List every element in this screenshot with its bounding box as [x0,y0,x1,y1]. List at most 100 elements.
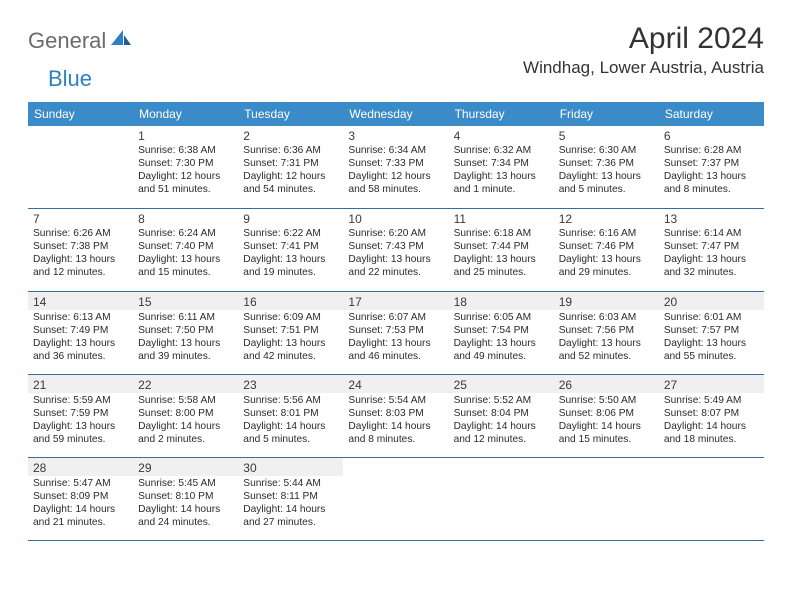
day-number: 15 [133,292,238,310]
day-info: Sunrise: 5:56 AMSunset: 8:01 PMDaylight:… [243,394,339,446]
day-number: 1 [138,129,234,143]
sunrise-text: Sunrise: 5:56 AM [243,394,339,407]
sunrise-text: Sunrise: 5:54 AM [348,394,444,407]
day-number: 20 [659,292,764,310]
sunrise-text: Sunrise: 6:03 AM [559,311,655,324]
sunset-text: Sunset: 7:57 PM [664,324,760,337]
sunset-text: Sunset: 7:44 PM [454,240,550,253]
dow-saturday: Saturday [659,102,764,126]
day-info: Sunrise: 5:59 AMSunset: 7:59 PMDaylight:… [33,394,129,446]
sunset-text: Sunset: 8:04 PM [454,407,550,420]
sunset-text: Sunset: 8:11 PM [243,490,339,503]
day-number: 5 [559,129,655,143]
dow-monday: Monday [133,102,238,126]
day-cell: 13Sunrise: 6:14 AMSunset: 7:47 PMDayligh… [659,209,764,291]
day-info: Sunrise: 5:58 AMSunset: 8:00 PMDaylight:… [138,394,234,446]
day-info: Sunrise: 6:34 AMSunset: 7:33 PMDaylight:… [348,144,444,196]
daylight-text: Daylight: 13 hours and 8 minutes. [664,170,760,196]
day-info: Sunrise: 6:36 AMSunset: 7:31 PMDaylight:… [243,144,339,196]
dow-thursday: Thursday [449,102,554,126]
day-cell: 12Sunrise: 6:16 AMSunset: 7:46 PMDayligh… [554,209,659,291]
sunrise-text: Sunrise: 6:38 AM [138,144,234,157]
brand-word-1: General [28,28,106,54]
day-cell: 16Sunrise: 6:09 AMSunset: 7:51 PMDayligh… [238,292,343,374]
day-cell: 25Sunrise: 5:52 AMSunset: 8:04 PMDayligh… [449,375,554,457]
day-cell: 7Sunrise: 6:26 AMSunset: 7:38 PMDaylight… [28,209,133,291]
day-cell [28,126,133,208]
sunrise-text: Sunrise: 6:11 AM [138,311,234,324]
day-number: 21 [28,375,133,393]
day-number: 4 [454,129,550,143]
weeks-container: 1Sunrise: 6:38 AMSunset: 7:30 PMDaylight… [28,126,764,541]
daylight-text: Daylight: 14 hours and 21 minutes. [33,503,129,529]
day-cell: 28Sunrise: 5:47 AMSunset: 8:09 PMDayligh… [28,458,133,540]
day-info: Sunrise: 6:32 AMSunset: 7:34 PMDaylight:… [454,144,550,196]
sunrise-text: Sunrise: 5:45 AM [138,477,234,490]
daylight-text: Daylight: 13 hours and 12 minutes. [33,253,129,279]
day-cell: 30Sunrise: 5:44 AMSunset: 8:11 PMDayligh… [238,458,343,540]
daylight-text: Daylight: 13 hours and 46 minutes. [348,337,444,363]
day-cell: 9Sunrise: 6:22 AMSunset: 7:41 PMDaylight… [238,209,343,291]
sunset-text: Sunset: 8:10 PM [138,490,234,503]
day-cell: 15Sunrise: 6:11 AMSunset: 7:50 PMDayligh… [133,292,238,374]
sunset-text: Sunset: 7:49 PM [33,324,129,337]
daylight-text: Daylight: 12 hours and 58 minutes. [348,170,444,196]
day-info: Sunrise: 5:44 AMSunset: 8:11 PMDaylight:… [243,477,339,529]
day-cell: 18Sunrise: 6:05 AMSunset: 7:54 PMDayligh… [449,292,554,374]
day-info: Sunrise: 6:11 AMSunset: 7:50 PMDaylight:… [138,311,234,363]
sunrise-text: Sunrise: 6:30 AM [559,144,655,157]
day-cell [554,458,659,540]
sunset-text: Sunset: 7:46 PM [559,240,655,253]
daylight-text: Daylight: 14 hours and 12 minutes. [454,420,550,446]
day-number: 9 [243,212,339,226]
sunset-text: Sunset: 7:33 PM [348,157,444,170]
day-cell: 24Sunrise: 5:54 AMSunset: 8:03 PMDayligh… [343,375,448,457]
day-cell: 14Sunrise: 6:13 AMSunset: 7:49 PMDayligh… [28,292,133,374]
day-cell: 20Sunrise: 6:01 AMSunset: 7:57 PMDayligh… [659,292,764,374]
day-cell: 8Sunrise: 6:24 AMSunset: 7:40 PMDaylight… [133,209,238,291]
day-info: Sunrise: 6:20 AMSunset: 7:43 PMDaylight:… [348,227,444,279]
day-info: Sunrise: 6:05 AMSunset: 7:54 PMDaylight:… [454,311,550,363]
day-number: 18 [449,292,554,310]
day-info: Sunrise: 6:03 AMSunset: 7:56 PMDaylight:… [559,311,655,363]
daylight-text: Daylight: 13 hours and 29 minutes. [559,253,655,279]
brand-word-2: Blue [48,66,92,92]
sunset-text: Sunset: 8:00 PM [138,407,234,420]
day-number: 8 [138,212,234,226]
sunrise-text: Sunrise: 5:50 AM [559,394,655,407]
week-row: 1Sunrise: 6:38 AMSunset: 7:30 PMDaylight… [28,126,764,209]
week-row: 14Sunrise: 6:13 AMSunset: 7:49 PMDayligh… [28,292,764,375]
sunrise-text: Sunrise: 6:34 AM [348,144,444,157]
day-info: Sunrise: 6:38 AMSunset: 7:30 PMDaylight:… [138,144,234,196]
day-number: 7 [33,212,129,226]
sunrise-text: Sunrise: 6:24 AM [138,227,234,240]
daylight-text: Daylight: 13 hours and 32 minutes. [664,253,760,279]
daylight-text: Daylight: 14 hours and 18 minutes. [664,420,760,446]
sunset-text: Sunset: 8:03 PM [348,407,444,420]
day-cell: 6Sunrise: 6:28 AMSunset: 7:37 PMDaylight… [659,126,764,208]
location-subtitle: Windhag, Lower Austria, Austria [523,58,764,78]
day-cell: 23Sunrise: 5:56 AMSunset: 8:01 PMDayligh… [238,375,343,457]
day-cell: 21Sunrise: 5:59 AMSunset: 7:59 PMDayligh… [28,375,133,457]
day-info: Sunrise: 6:18 AMSunset: 7:44 PMDaylight:… [454,227,550,279]
daylight-text: Daylight: 12 hours and 54 minutes. [243,170,339,196]
day-cell: 29Sunrise: 5:45 AMSunset: 8:10 PMDayligh… [133,458,238,540]
sunset-text: Sunset: 7:59 PM [33,407,129,420]
day-info: Sunrise: 6:30 AMSunset: 7:36 PMDaylight:… [559,144,655,196]
sunset-text: Sunset: 7:51 PM [243,324,339,337]
day-cell [343,458,448,540]
daylight-text: Daylight: 14 hours and 27 minutes. [243,503,339,529]
sunset-text: Sunset: 7:40 PM [138,240,234,253]
day-number: 22 [133,375,238,393]
sunset-text: Sunset: 7:30 PM [138,157,234,170]
day-info: Sunrise: 5:47 AMSunset: 8:09 PMDaylight:… [33,477,129,529]
daylight-text: Daylight: 13 hours and 22 minutes. [348,253,444,279]
day-cell: 2Sunrise: 6:36 AMSunset: 7:31 PMDaylight… [238,126,343,208]
sunrise-text: Sunrise: 5:59 AM [33,394,129,407]
sunset-text: Sunset: 7:37 PM [664,157,760,170]
daylight-text: Daylight: 14 hours and 24 minutes. [138,503,234,529]
sunset-text: Sunset: 7:43 PM [348,240,444,253]
sunset-text: Sunset: 7:31 PM [243,157,339,170]
sunrise-text: Sunrise: 6:20 AM [348,227,444,240]
sunset-text: Sunset: 8:06 PM [559,407,655,420]
